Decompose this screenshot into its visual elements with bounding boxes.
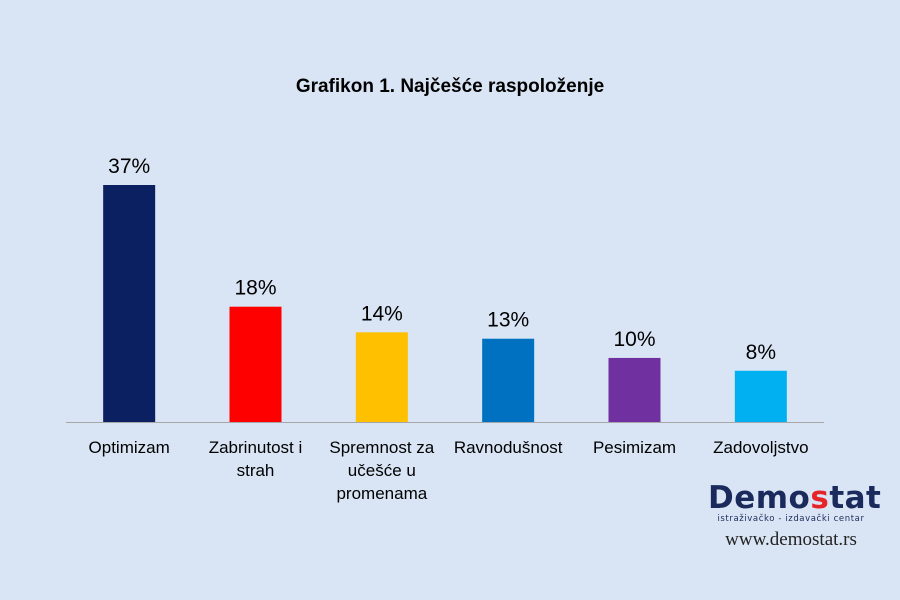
logo-tagline: istraživačko - izdavački centar [717, 514, 865, 524]
data-label-4: 13% [487, 309, 529, 332]
bar-2 [229, 306, 282, 422]
bar-3 [355, 332, 408, 422]
data-label-3: 14% [361, 302, 403, 325]
bar-1 [103, 185, 156, 422]
category-label-1: Optimizam [88, 438, 170, 457]
chart-title: Grafikon 1. Najčešće raspoloženje [295, 76, 605, 97]
bar-4 [482, 338, 535, 422]
category-label-5: Pesimizam [592, 438, 677, 457]
data-label-1: 37% [108, 155, 150, 178]
website-url: www.demostat.rs [725, 529, 857, 550]
data-label-6: 8% [746, 341, 776, 364]
data-label-2: 18% [234, 277, 276, 300]
bar-6 [734, 370, 787, 422]
bar-5 [608, 357, 661, 422]
data-label-5: 10% [613, 328, 655, 351]
category-label-4: Ravnodušnost [453, 438, 563, 457]
logo-wordmark: Demostat [708, 480, 882, 516]
category-label-3: Spremnost za učešće u promenama [329, 438, 435, 503]
demostat-logo: Demostat istraživačko - izdavački centar… [708, 480, 882, 551]
category-label-2: Zabrinutost i strah [208, 438, 303, 480]
category-label-6: Zadovoljstvo [713, 438, 809, 457]
